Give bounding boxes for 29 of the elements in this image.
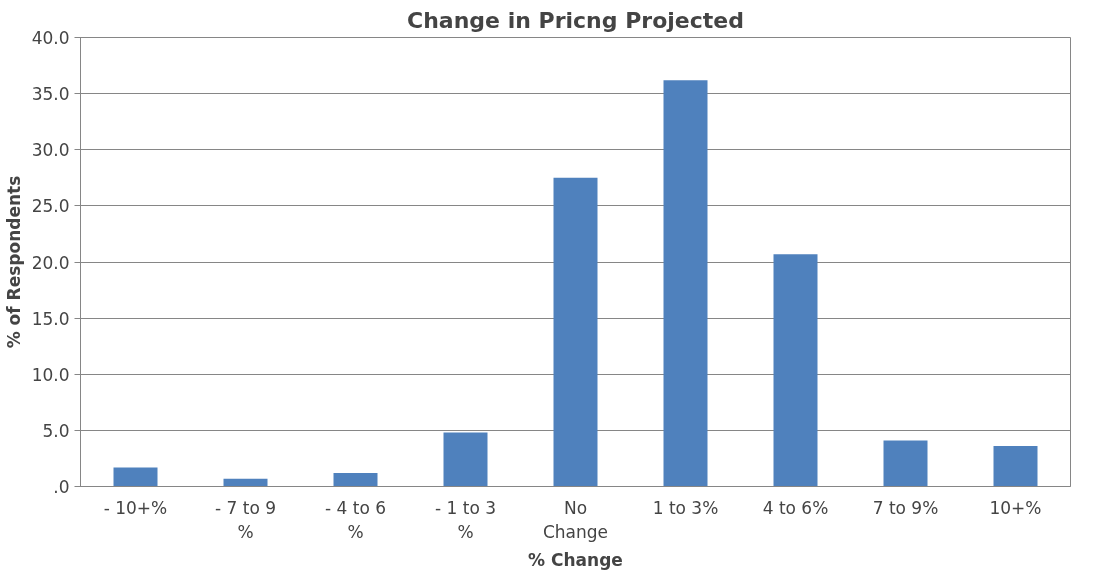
x-tick-label: 4 to 6% <box>762 497 829 518</box>
y-axis-title: % of Respondents <box>3 175 24 349</box>
chart-title: Change in Pricng Projected <box>407 7 744 33</box>
bar <box>773 254 818 487</box>
y-tick-label: 30.0 <box>31 140 70 161</box>
x-tick-label: No Change <box>542 497 609 542</box>
bar <box>443 432 488 487</box>
x-tick-label: 7 to 9% <box>872 497 939 518</box>
y-tick-label: 25.0 <box>31 196 70 217</box>
x-tick-label: - 7 to 9 % <box>214 497 277 542</box>
y-tick-label: 15.0 <box>31 308 70 329</box>
y-tick-label: 10.0 <box>31 364 70 385</box>
x-axis-title: % Change <box>528 549 623 570</box>
bar <box>883 440 928 487</box>
x-tick-label: 10+% <box>989 497 1042 518</box>
y-tick-label: 40.0 <box>31 28 70 48</box>
y-tick-label: 20.0 <box>31 252 70 273</box>
bar <box>553 177 598 487</box>
bar <box>113 467 158 487</box>
x-tick-label: 1 to 3% <box>652 497 719 518</box>
bar <box>993 446 1038 487</box>
x-tick-label: - 10+% <box>103 497 168 518</box>
y-tick-label: 35.0 <box>31 84 70 105</box>
bar <box>333 473 378 487</box>
x-tick-label: - 1 to 3 % <box>434 497 497 542</box>
y-tick-label: .0 <box>53 477 70 497</box>
bar <box>663 80 708 487</box>
x-tick-label: - 4 to 6 % <box>324 497 387 542</box>
y-tick-label: 5.0 <box>42 420 70 441</box>
